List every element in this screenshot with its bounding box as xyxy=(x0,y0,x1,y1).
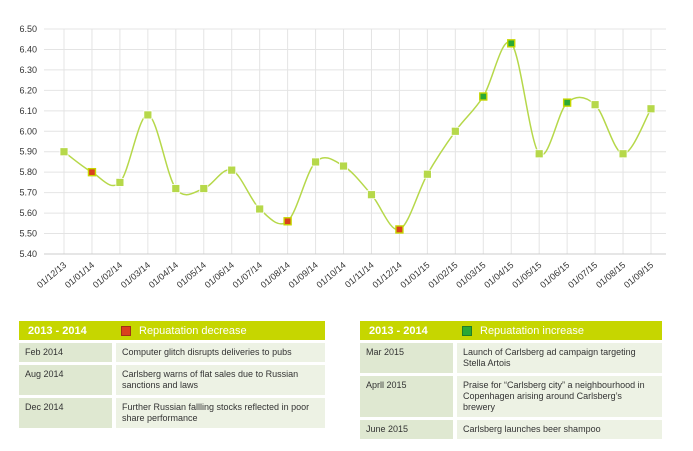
x-tick-label: 01/06/14 xyxy=(203,260,236,290)
data-point-marker xyxy=(618,149,628,159)
event-description: Praise for “Carlsberg city” a neighbourh… xyxy=(457,376,662,417)
x-axis-tick-labels: 01/12/1301/01/1401/02/1401/03/1401/04/14… xyxy=(35,260,655,290)
y-tick-label: 6.40 xyxy=(19,44,37,54)
event-date: Aprll 2015 xyxy=(360,376,453,417)
event-description: Computer glitch disrupts deliveries to p… xyxy=(116,343,325,362)
data-point-marker xyxy=(646,104,656,114)
y-tick-label: 6.50 xyxy=(19,24,37,34)
event-description: Carlsberg launches beer shampoo xyxy=(457,420,662,439)
x-tick-label: 01/09/15 xyxy=(622,260,655,290)
chart-gridlines xyxy=(44,28,666,255)
x-tick-label: 01/04/15 xyxy=(482,260,515,290)
legend-increase: Repuatation increase xyxy=(457,325,662,337)
x-tick-label: 01/06/15 xyxy=(538,260,571,290)
data-point-marker xyxy=(227,165,237,175)
green-square-icon xyxy=(462,325,472,336)
table-row: Aprll 2015 Praise for “Carlsberg city” a… xyxy=(360,376,662,417)
event-date: Dec 2014 xyxy=(19,398,112,428)
event-marker-increase xyxy=(562,98,572,107)
legend-label: Repuatation increase xyxy=(480,324,584,337)
x-tick-label: 01/11/14 xyxy=(343,260,376,290)
legend-label: Repuatation decrease xyxy=(139,324,247,337)
period-label: 2013 - 2014 xyxy=(369,324,428,337)
y-tick-label: 6.30 xyxy=(19,65,37,75)
period-label: 2013 - 2014 xyxy=(28,324,87,337)
x-tick-label: 01/05/14 xyxy=(175,260,208,290)
y-tick-label: 5.50 xyxy=(19,229,37,239)
reputation-increase-table: 2013 - 2014 Repuatation increase Mar 201… xyxy=(360,321,662,439)
x-tick-label: 01/12/13 xyxy=(35,260,68,290)
red-square-icon xyxy=(121,325,131,336)
x-tick-label: 01/05/15 xyxy=(510,260,543,290)
event-date: Feb 2014 xyxy=(19,343,112,362)
table-row: Dec 2014 Further Russian fallling stocks… xyxy=(19,398,325,428)
event-description: Launch of Carlsberg ad campaign targetin… xyxy=(457,343,662,373)
data-point-marker xyxy=(255,204,265,214)
reputation-decrease-table: 2013 - 2014 Repuatation decrease Feb 201… xyxy=(19,321,325,428)
table-header: 2013 - 2014 Repuatation decrease xyxy=(19,321,325,340)
reputation-line-chart: 5.40 5.50 5.60 5.70 5.80 5.90 6.00 6.10 6.20 6.30… xyxy=(19,24,666,290)
x-tick-label: 01/01/15 xyxy=(398,260,431,290)
data-point-marker xyxy=(171,184,181,193)
legend-decrease: Repuatation decrease xyxy=(116,325,325,337)
data-point-marker xyxy=(590,100,600,110)
x-tick-label: 01/07/15 xyxy=(566,260,599,290)
x-tick-label: 01/02/14 xyxy=(91,260,124,290)
x-tick-label: 01/08/15 xyxy=(594,260,627,290)
data-point-marker xyxy=(339,161,348,171)
event-marker-decrease xyxy=(283,217,292,226)
event-description: Further Russian fallling stocks reflecte… xyxy=(116,398,325,428)
x-tick-label: 01/04/14 xyxy=(147,260,180,290)
table-row: Feb 2014 Computer glitch disrupts delive… xyxy=(19,343,325,362)
table-header: 2013 - 2014 Repuatation increase xyxy=(360,321,662,340)
x-tick-label: 01/08/14 xyxy=(259,260,292,290)
table-row: June 2015 Carlsberg launches beer shampo… xyxy=(360,420,662,439)
x-tick-label: 01/03/14 xyxy=(119,260,152,290)
series-line xyxy=(63,41,652,231)
y-tick-label: 6.10 xyxy=(19,106,37,116)
event-marker-increase xyxy=(479,92,488,101)
event-marker-decrease xyxy=(395,225,404,234)
event-date: Mar 2015 xyxy=(360,343,453,373)
data-point-marker xyxy=(143,110,153,120)
table-row: Mar 2015 Launch of Carlsberg ad campaign… xyxy=(360,343,662,373)
event-marker-increase xyxy=(507,39,516,48)
data-point-marker xyxy=(367,190,376,200)
y-tick-label: 5.60 xyxy=(19,208,37,218)
data-point-marker xyxy=(534,149,544,159)
event-date: June 2015 xyxy=(360,420,453,439)
data-point-marker xyxy=(422,169,432,179)
data-point-marker xyxy=(115,178,125,187)
y-tick-label: 6.00 xyxy=(19,126,37,136)
data-point-markers xyxy=(59,39,656,234)
x-tick-label: 01/07/14 xyxy=(231,260,264,290)
y-tick-label: 5.70 xyxy=(19,188,37,198)
y-tick-label: 6.20 xyxy=(19,85,37,95)
data-point-marker xyxy=(59,147,69,157)
x-tick-label: 01/10/14 xyxy=(315,260,348,290)
x-tick-label: 01/03/15 xyxy=(454,260,487,290)
event-date: Aug 2014 xyxy=(19,365,112,395)
x-tick-label: 01/09/14 xyxy=(287,260,320,290)
y-tick-label: 5.90 xyxy=(19,147,37,157)
y-tick-label: 5.40 xyxy=(19,249,37,259)
x-tick-label: 01/01/14 xyxy=(63,260,96,290)
x-tick-label: 01/02/15 xyxy=(426,260,459,290)
data-point-marker xyxy=(450,126,460,136)
event-description: Carlsberg warns of flat sales due to Rus… xyxy=(116,365,325,395)
y-tick-label: 5.80 xyxy=(19,167,37,177)
event-marker-decrease xyxy=(87,167,97,177)
data-point-marker xyxy=(199,184,209,193)
table-row: Aug 2014 Carlsberg warns of flat sales d… xyxy=(19,365,325,395)
data-point-marker xyxy=(311,157,320,167)
x-tick-label: 01/12/14 xyxy=(370,260,403,290)
y-axis-tick-labels: 5.40 5.50 5.60 5.70 5.80 5.90 6.00 6.10 6.20 6.30… xyxy=(19,24,37,259)
